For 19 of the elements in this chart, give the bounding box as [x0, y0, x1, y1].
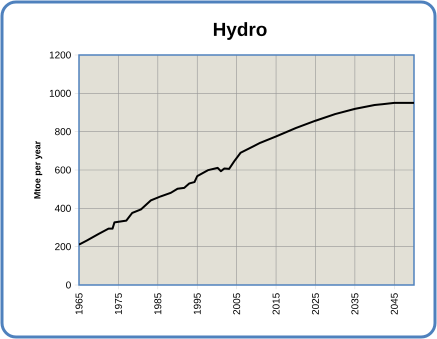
- y-tick-label: 800: [55, 128, 71, 136]
- line-series: [79, 102, 414, 246]
- x-tick-label: 1995: [194, 293, 201, 314]
- y-axis-title: Mtoe per year: [34, 140, 42, 199]
- y-tick-label: 200: [55, 243, 71, 250]
- y-tick-label: 400: [54, 204, 71, 212]
- chart-title: Hydro: [214, 22, 267, 40]
- y-tick-label: 1000: [50, 90, 71, 97]
- x-tick-label: 1975: [114, 293, 122, 314]
- y-tick-label: 1200: [50, 51, 71, 59]
- x-tick-label: 2015: [272, 293, 280, 314]
- y-tick-label: 0: [66, 281, 71, 289]
- x-tick-label: 2035: [351, 293, 358, 314]
- y-tick-label: 600: [55, 166, 71, 174]
- x-tick-label: 2045: [390, 293, 398, 314]
- x-tick-label: 2005: [233, 293, 240, 314]
- x-tick-label: 1985: [154, 293, 162, 314]
- x-tick-label: 2025: [312, 293, 319, 314]
- x-tick-label: 1965: [75, 293, 83, 314]
